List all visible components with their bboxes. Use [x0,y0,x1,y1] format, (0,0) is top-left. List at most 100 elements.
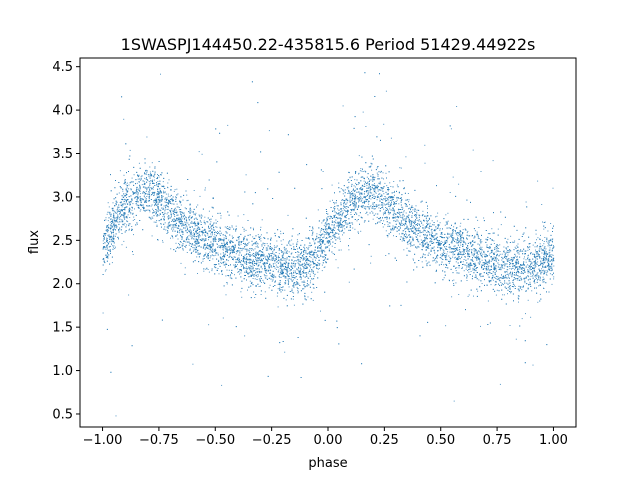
data-point [197,232,199,234]
data-point [107,230,109,231]
data-point [521,279,523,280]
data-point [403,249,405,251]
data-point [419,235,421,237]
data-point [371,176,373,178]
data-point [351,200,353,202]
data-point [171,226,173,228]
data-point [185,216,187,218]
data-point [255,243,257,245]
data-point [283,251,285,253]
data-point [546,241,548,243]
data-point [167,182,169,184]
data-point [343,204,345,206]
data-point [373,193,375,195]
data-point [412,240,414,242]
data-point [298,291,299,293]
data-point [465,268,467,270]
data-point [410,220,412,222]
data-point [528,283,530,285]
data-point [538,253,539,255]
data-point [255,251,257,253]
data-point [228,226,230,228]
data-point [257,243,259,245]
data-point [507,293,508,295]
data-point [354,199,356,201]
data-point [310,267,311,269]
data-point [538,285,540,287]
data-point [102,248,104,250]
data-point [402,233,404,235]
data-point [173,190,175,192]
data-point [109,245,111,247]
data-point [296,248,298,250]
data-point [260,294,262,295]
data-point [450,128,452,130]
data-point [414,208,416,210]
data-point [237,264,238,266]
data-point [382,187,384,189]
data-point [517,268,519,270]
data-point [154,192,155,194]
data-point [257,275,259,277]
data-point [136,196,138,198]
data-point [351,193,353,194]
data-point [304,263,306,265]
data-point [462,253,464,255]
data-point [219,239,220,241]
data-point [187,222,189,224]
data-point [323,234,325,236]
data-point [249,248,251,250]
data-point [249,255,250,257]
data-point [383,198,385,199]
data-point [422,228,424,229]
data-point [128,188,130,190]
data-point [232,237,234,239]
data-point [126,190,128,192]
data-point [281,266,283,268]
data-point [286,256,288,258]
data-point [242,248,244,250]
data-point [256,242,258,244]
data-point [386,234,388,236]
data-point [437,212,439,214]
data-point [433,246,435,248]
data-point [272,256,274,258]
data-point [536,239,537,241]
data-point [284,248,286,250]
data-point [479,274,481,276]
data-point [503,261,505,262]
data-point [168,206,169,208]
data-point [427,208,428,210]
data-point [514,277,516,279]
data-point [551,262,553,264]
data-point [203,258,205,259]
data-point [243,214,245,216]
data-point [506,274,508,275]
data-point [134,197,136,199]
data-point [140,199,142,201]
data-point [487,300,489,302]
data-point [335,232,337,234]
data-point [473,263,475,265]
data-point [116,210,118,212]
data-point [385,230,387,232]
data-point [185,241,187,243]
data-point [320,245,322,247]
data-point [345,211,347,213]
data-point [249,248,251,250]
data-point [433,250,435,252]
data-point [239,250,241,252]
data-point [197,273,198,274]
data-point [106,257,108,259]
data-point [287,282,289,284]
data-point [150,173,152,175]
data-point [342,225,344,227]
data-point [296,269,298,271]
data-point [316,268,318,270]
data-point [551,254,553,256]
data-point [251,281,253,283]
data-point [124,207,126,208]
data-point [189,229,191,231]
data-point [153,183,155,184]
data-point [368,191,369,193]
